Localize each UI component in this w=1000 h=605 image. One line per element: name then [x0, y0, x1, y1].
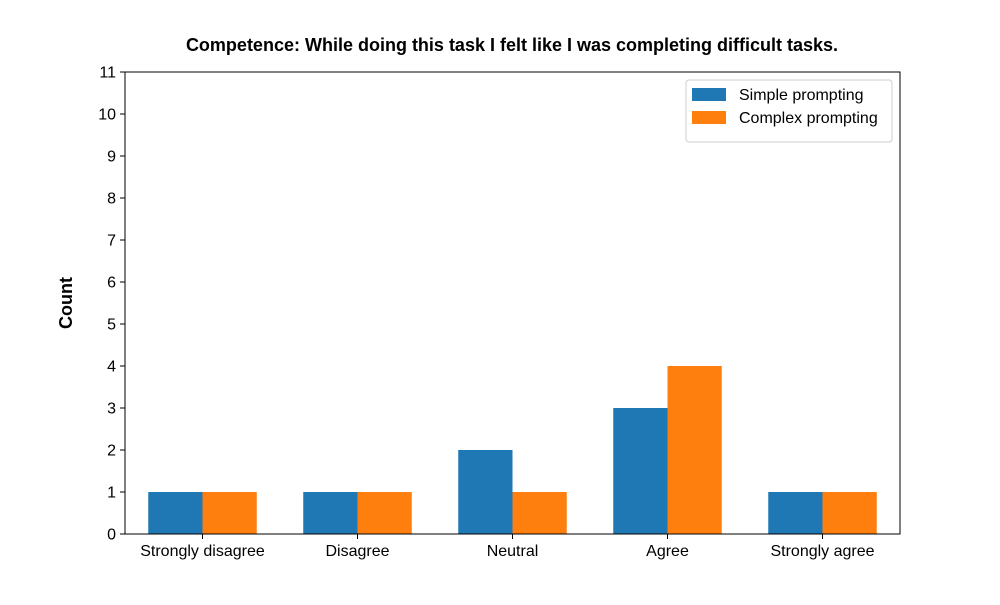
y-tick-label: 10 — [98, 107, 116, 124]
x-tick-label: Neutral — [487, 543, 539, 560]
bar-simple-neutral — [458, 450, 513, 534]
y-tick-label: 7 — [107, 233, 116, 250]
x-tick-label: Agree — [646, 543, 689, 560]
chart-title: Competence: While doing this task I felt… — [186, 35, 838, 55]
bar-complex-disagree — [357, 492, 412, 534]
y-axis-label: Count — [56, 277, 76, 329]
bar-complex-neutral — [512, 492, 567, 534]
legend-swatch — [692, 111, 726, 124]
bar-simple-agree — [613, 408, 668, 534]
y-tick-label: 9 — [107, 149, 116, 166]
y-tick-label: 3 — [107, 401, 116, 418]
y-tick-label: 6 — [107, 275, 116, 292]
bar-simple-strongly-agree — [768, 492, 823, 534]
y-tick-label: 11 — [99, 65, 116, 82]
x-tick-label: Strongly agree — [770, 543, 874, 560]
y-tick-label: 0 — [107, 527, 116, 544]
y-tick-label: 8 — [107, 191, 116, 208]
legend: Simple prompting Complex prompting — [685, 79, 893, 143]
y-tick-label: 1 — [107, 485, 116, 502]
y-tick-label: 2 — [107, 443, 116, 460]
legend-swatch — [692, 88, 726, 101]
x-tick-label: Disagree — [325, 543, 389, 560]
y-tick-label: 4 — [107, 359, 116, 376]
bar-complex-agree — [667, 366, 722, 534]
bar-complex-strongly-agree — [822, 492, 877, 534]
plot-area: 0 1 2 3 4 5 6 7 8 9 10 11 Strongly disagree Disagree N… — [98, 65, 901, 560]
bar-simple-disagree — [303, 492, 358, 534]
y-tick-label: 5 — [107, 317, 116, 334]
legend-label: Complex prompting — [739, 110, 878, 127]
x-tick-label: Strongly disagree — [140, 543, 265, 560]
legend-label: Simple prompting — [739, 87, 864, 104]
legend-box — [685, 79, 893, 143]
bar-complex-strongly-disagree — [202, 492, 257, 534]
bar-simple-strongly-disagree — [148, 492, 203, 534]
